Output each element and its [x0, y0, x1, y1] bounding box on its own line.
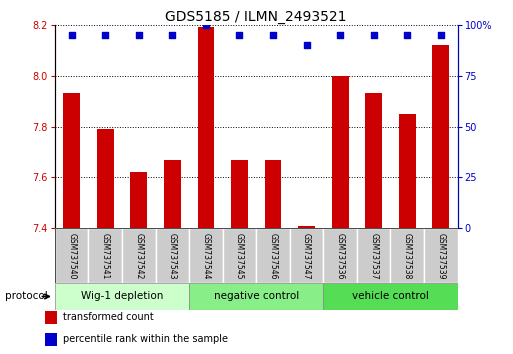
Bar — [323, 283, 458, 310]
Point — [135, 32, 143, 38]
Bar — [189, 228, 223, 283]
Point — [235, 32, 244, 38]
Text: GSM737546: GSM737546 — [268, 233, 278, 279]
Bar — [365, 93, 382, 228]
Text: GSM737544: GSM737544 — [202, 233, 210, 279]
Bar — [155, 228, 189, 283]
Text: negative control: negative control — [213, 291, 299, 302]
Text: transformed count: transformed count — [63, 312, 154, 322]
Bar — [399, 114, 416, 228]
Text: GSM737537: GSM737537 — [369, 233, 378, 279]
Text: percentile rank within the sample: percentile rank within the sample — [63, 335, 228, 344]
Bar — [231, 160, 248, 228]
Bar — [198, 27, 214, 228]
Bar — [45, 333, 57, 346]
Bar — [55, 283, 189, 310]
Point — [168, 32, 176, 38]
Bar — [265, 160, 282, 228]
Bar — [390, 228, 424, 283]
Bar — [45, 311, 57, 324]
Text: GSM737536: GSM737536 — [336, 233, 345, 279]
Bar — [424, 228, 458, 283]
Text: GSM737541: GSM737541 — [101, 233, 110, 279]
Text: GSM737547: GSM737547 — [302, 233, 311, 279]
Text: protocol: protocol — [5, 291, 48, 302]
Bar — [298, 226, 315, 228]
Text: GSM737545: GSM737545 — [235, 233, 244, 279]
Text: GSM737540: GSM737540 — [67, 233, 76, 279]
Point — [437, 32, 445, 38]
Bar — [223, 228, 256, 283]
Bar — [256, 228, 290, 283]
Bar — [432, 45, 449, 228]
Title: GDS5185 / ILMN_2493521: GDS5185 / ILMN_2493521 — [166, 10, 347, 24]
Bar — [63, 93, 80, 228]
Text: vehicle control: vehicle control — [352, 291, 429, 302]
Point — [101, 32, 109, 38]
Bar — [122, 228, 155, 283]
Bar — [164, 160, 181, 228]
Bar — [290, 228, 323, 283]
Bar — [332, 76, 348, 228]
Point — [336, 32, 344, 38]
Point — [403, 32, 411, 38]
Bar — [97, 129, 113, 228]
Text: Wig-1 depletion: Wig-1 depletion — [81, 291, 163, 302]
Point — [369, 32, 378, 38]
Bar — [88, 228, 122, 283]
Point — [68, 32, 76, 38]
Bar — [189, 283, 323, 310]
Bar — [130, 172, 147, 228]
Bar — [323, 228, 357, 283]
Text: GSM737542: GSM737542 — [134, 233, 143, 279]
Text: GSM737543: GSM737543 — [168, 233, 177, 279]
Point — [303, 42, 311, 48]
Bar — [55, 228, 88, 283]
Text: GSM737538: GSM737538 — [403, 233, 412, 279]
Bar — [357, 228, 390, 283]
Point — [202, 22, 210, 28]
Point — [269, 32, 277, 38]
Text: GSM737539: GSM737539 — [437, 233, 445, 279]
